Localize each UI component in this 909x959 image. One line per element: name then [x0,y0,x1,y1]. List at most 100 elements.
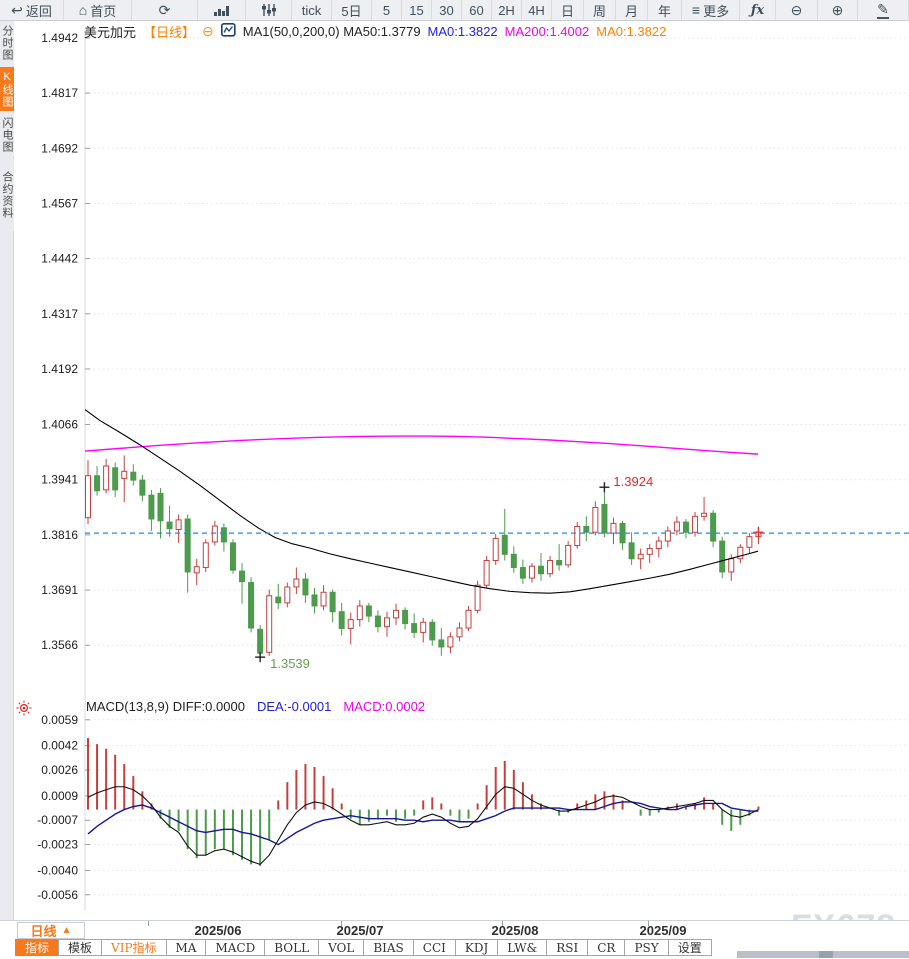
sidebar-tab-合约资料[interactable]: 合约资料 [0,159,14,231]
interval-tick-button[interactable]: tick [292,0,332,20]
chart-type-sidebar: 分时图 K线图闪电图合约资料 [0,21,14,920]
svg-text:-0.0040: -0.0040 [37,863,78,877]
svg-text:-0.0056: -0.0056 [37,888,78,902]
svg-text:1.3816: 1.3816 [41,528,78,542]
indicator-tab-MACD[interactable]: MACD [205,939,266,956]
interval-15-label: 15 [409,2,424,18]
fx-functions-button[interactable]: ƒx [740,0,776,20]
svg-text:1.4942: 1.4942 [41,31,78,45]
indicator-tab-BIAS[interactable]: BIAS [363,939,414,956]
svg-text:0.0059: 0.0059 [41,713,78,727]
mini-chart-icon [220,22,236,37]
indicator-tab-设置[interactable]: 设置 [667,939,712,956]
interval-year-button[interactable]: 年 [648,0,682,20]
indicator-sliders-button[interactable] [246,0,292,20]
svg-text:1.4317: 1.4317 [41,307,78,321]
interval-60-button[interactable]: 60 [462,0,492,20]
more-label: 更多 [703,3,730,19]
interval-tick-label: tick [301,2,322,18]
high-cross-marker [599,482,610,493]
interval-4h-button[interactable]: 4H [522,0,552,20]
indicator-tab-PSY[interactable]: PSY [624,939,669,956]
month-label: 2025/08 [491,923,539,938]
interval-week-button[interactable]: 周 [584,0,616,20]
indicator-tab-CCI[interactable]: CCI [412,939,456,956]
svg-text:1.3691: 1.3691 [41,583,78,597]
bar-chart-icon [213,6,229,16]
svg-text:1.4442: 1.4442 [41,252,78,266]
interval-2h-button[interactable]: 2H [492,0,522,20]
indicator-tab-BOLL[interactable]: BOLL [264,939,320,956]
interval-month-button[interactable]: 月 [616,0,648,20]
interval-5d-label: 5日 [341,3,362,19]
zoom-out-icon: ⊖ [790,2,803,18]
bar-chart-button[interactable] [198,0,246,20]
chart-canvas[interactable]: 1.4942 1.4817 1.4692 1.4567 1.4442 1.4317 1.41… [14,21,909,920]
svg-text:0.0042: 0.0042 [41,739,78,753]
sun-icon [16,700,32,716]
instrument-header: 美元加元 【日线】 ⊖ MA1(50,0,200,0) MA50:1.3779 MA0:… [84,22,667,40]
month-label: 2025/06 [194,923,242,938]
interval-5-button[interactable]: 5 [372,0,402,20]
back-icon: ↩ [11,2,23,18]
sidebar-tab-闪电图[interactable]: 闪电图 [0,113,14,157]
triangle-up-icon: ▲ [61,925,72,936]
more-icon: ≡ [691,2,701,18]
period-selector[interactable]: 日线 ▲ [17,922,85,939]
more-button[interactable]: ≡ 更多 [682,0,740,20]
home-button[interactable]: ⌂ 首页 [64,0,132,20]
scrollbar-handle[interactable] [819,951,833,958]
macd-header: MACD(13,8,9) DIFF:0.0000 DEA:-0.0001 MACD:… [86,699,425,714]
indicator-tab-指标[interactable]: 指标 [15,939,60,956]
candles-layer [85,455,762,658]
indicator-tab-VOL[interactable]: VOL [318,939,365,956]
indicator-tab-LW&[interactable]: LW& [497,939,548,956]
header-text: MA0:1.3822 [427,23,498,39]
horizontal-scrollbar[interactable] [737,951,909,958]
ma200-line [84,435,759,455]
back-button[interactable]: ↩ 返回 [0,0,64,20]
low-cross-marker [255,652,266,663]
indicator-tab-bar: 指标 模板 VIP指标 MA MACD BOLL VOL BIAS CCI KDJ LW& RSI CR… [15,939,712,956]
header-text: MA200:1.4002 [504,23,590,39]
x-axis-row: 日线 ▲ 2025/06 2025/07 2025/08 2025/09 [0,920,909,939]
svg-text:1.4066: 1.4066 [41,418,78,432]
indicator-settings-icon[interactable] [16,700,32,721]
zoom-out-button[interactable]: ⊖ [776,0,818,20]
sidebar-tab-K线图[interactable]: K线图 [0,67,14,111]
indicator-tab-MA[interactable]: MA [165,939,207,956]
interval-day-button[interactable]: 日 [552,0,584,20]
zoom-in-button[interactable]: ⊕ [818,0,858,20]
indicator-tab-RSI[interactable]: RSI [546,939,589,956]
sidebar-tab-分时图[interactable]: 分时图 [0,21,14,65]
interval-30-button[interactable]: 30 [432,0,462,20]
top-toolbar: ↩ 返回 ⌂ 首页 ⟳ tick 5日 5 15 30 60 2H 4H 日周月年 ≡ 更多 ƒx ⊖ ⊕ ✎ [0,0,909,21]
macd-header-text: DEA:-0.0001 [256,699,332,714]
interval-15-button[interactable]: 15 [402,0,432,20]
header-text: MA0:1.3822 [596,23,667,39]
last-price-cross-marker [753,527,764,538]
sliders-icon [261,4,276,16]
svg-text:1.4192: 1.4192 [41,362,78,376]
period-label: 日线 [30,924,57,939]
svg-text:1.4817: 1.4817 [41,86,78,100]
indicator-tab-KDJ[interactable]: KDJ [454,939,499,956]
draw-button[interactable]: ✎ [858,0,909,20]
interval-day-label: 日 [560,3,574,19]
collapse-icon[interactable]: ⊖ [202,22,214,39]
svg-text:1.4567: 1.4567 [41,196,78,210]
indicator-tab-VIP指标[interactable]: VIP指标 [101,939,167,956]
interval-4h-label: 4H [528,2,545,18]
macd-header-text: MACD:0.0002 [343,699,426,714]
svg-text:1.3924: 1.3924 [613,474,653,489]
mini-chart-icon[interactable] [220,22,236,40]
indicator-tab-模板[interactable]: 模板 [58,939,103,956]
header-text: 美元加元 [84,24,137,40]
interval-30-label: 30 [439,2,454,18]
interval-5d-button[interactable]: 5日 [332,0,372,20]
axis-layer: 1.4942 1.4817 1.4692 1.4567 1.4442 1.4317 1.41… [37,30,909,910]
refresh-button[interactable]: ⟳ [132,0,198,20]
home-icon: ⌂ [78,2,88,18]
indicator-tab-CR[interactable]: CR [587,939,626,956]
month-tick [502,921,503,926]
